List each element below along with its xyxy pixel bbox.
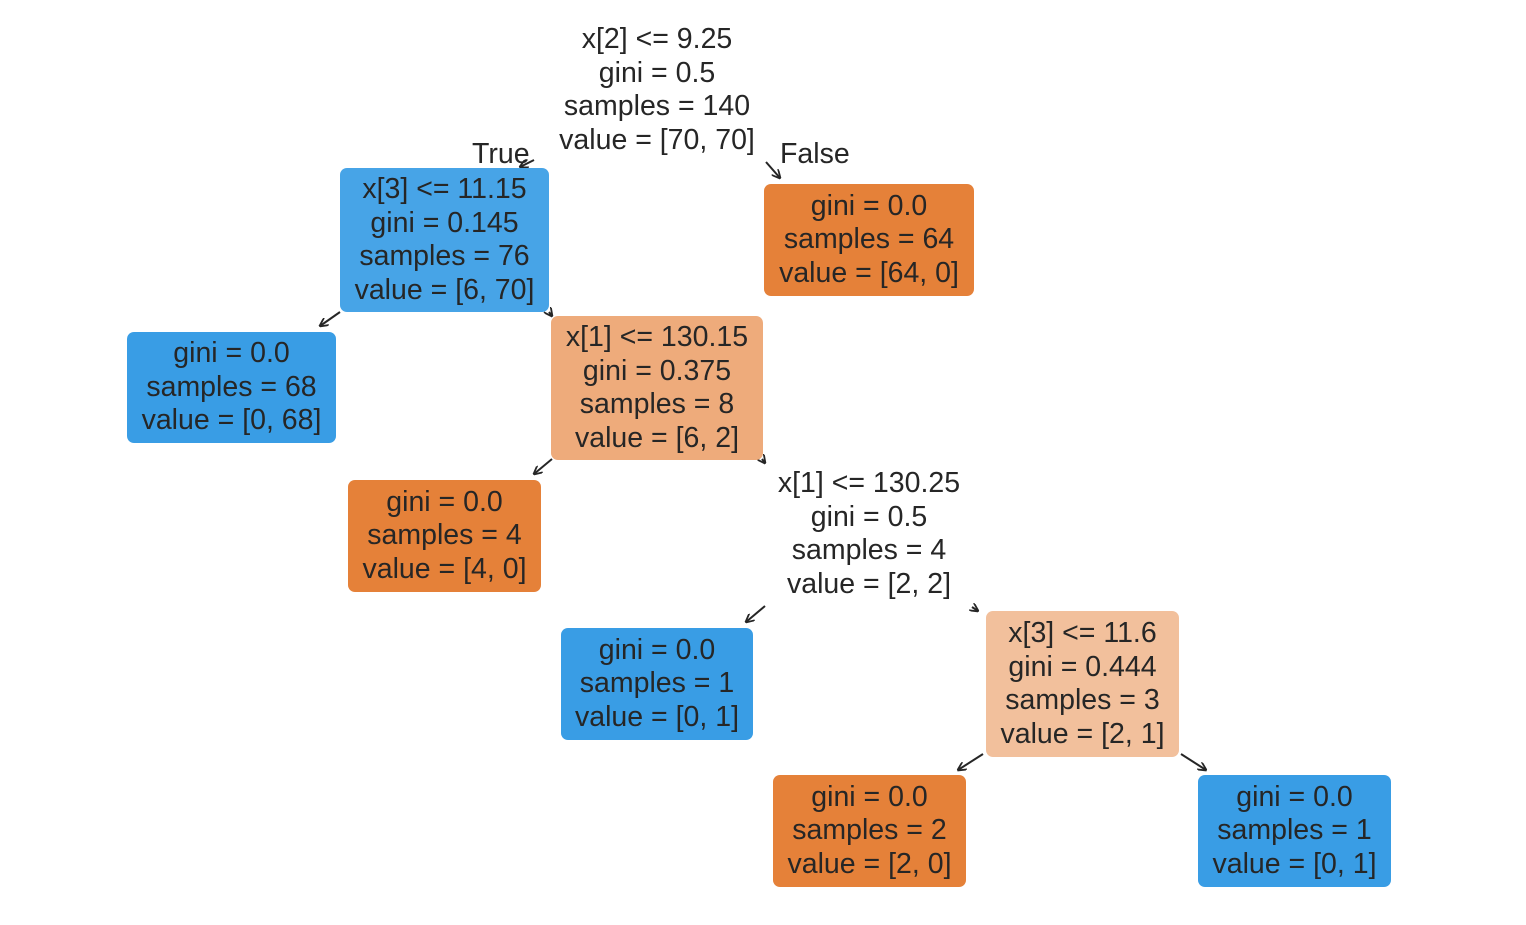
edge-root-to-n2 (765, 161, 780, 178)
node-line: gini = 0.0 (1236, 780, 1353, 813)
node-line: samples = 3 (1005, 684, 1160, 716)
node-line: value = [2, 2] (787, 567, 951, 600)
node-line: samples = 4 (367, 519, 522, 552)
node-line: samples = 64 (783, 223, 955, 256)
node-line: value = [6, 2] (575, 421, 739, 454)
node-line: value = [4, 0] (362, 552, 527, 585)
node-line: samples = 76 (359, 240, 530, 272)
node-line: x[1] <= 130.15 (565, 321, 749, 353)
tree-leaf-samples-1-left: gini = 0.0 samples = 1 value = [0, 1] (561, 628, 753, 740)
node-line: gini = 0.0 (598, 633, 716, 666)
node-line: gini = 0.5 (598, 56, 716, 89)
edge-n8-to-n10 (1180, 753, 1206, 770)
node-line: gini = 0.0 (811, 780, 928, 813)
tree-leaf-samples-64: gini = 0.0 samples = 64 value = [64, 0] (764, 184, 974, 296)
node-line: x[2] <= 9.25 (581, 23, 733, 55)
edge-n6-to-n8 (972, 607, 978, 611)
node-line: samples = 8 (579, 388, 735, 420)
edge-n4-to-n6 (762, 459, 765, 463)
edge-label-false: False (780, 138, 850, 170)
edge-n1-to-n3 (320, 311, 341, 326)
node-line: value = [0, 1] (575, 700, 739, 733)
tree-leaf-samples-2: gini = 0.0 samples = 2 value = [2, 0] (773, 775, 966, 887)
node-line: value = [2, 0] (787, 847, 952, 880)
edge-label-true: True (472, 138, 530, 170)
node-line: value = [70, 70] (559, 123, 755, 156)
node-line: samples = 1 (1217, 814, 1372, 847)
edge-n8-to-n9 (958, 753, 984, 770)
node-line: gini = 0.0 (810, 189, 928, 222)
node-line: samples = 68 (146, 370, 317, 403)
tree-leaf-samples-4: gini = 0.0 samples = 4 value = [4, 0] (348, 480, 541, 592)
tree-node-split-x3-11-6: x[3] <= 11.6 gini = 0.444 samples = 3 va… (986, 611, 1179, 757)
tree-node-split-x3-11-15: x[3] <= 11.15 gini = 0.145 samples = 76 … (340, 168, 549, 312)
node-line: value = [2, 1] (1000, 717, 1165, 750)
tree-leaf-samples-68: gini = 0.0 samples = 68 value = [0, 68] (127, 332, 336, 443)
node-line: samples = 140 (563, 90, 751, 122)
node-line: value = [6, 70] (354, 273, 535, 306)
tree-node-root: x[2] <= 9.25 gini = 0.5 samples = 140 va… (546, 22, 768, 158)
node-line: gini = 0.0 (173, 337, 290, 370)
tree-node-split-x1-130-25: x[1] <= 130.25 gini = 0.5 samples = 4 va… (764, 466, 974, 602)
node-line: samples = 4 (791, 534, 947, 566)
node-line: value = [0, 68] (141, 404, 322, 437)
node-line: gini = 0.444 (1008, 650, 1157, 683)
edge-root-to-n1 (520, 159, 535, 167)
edge-n6-to-n7 (746, 605, 766, 622)
node-line: samples = 2 (792, 814, 947, 847)
node-line: value = [0, 1] (1212, 847, 1377, 880)
node-line: gini = 0.5 (810, 500, 928, 533)
tree-node-split-x1-130-15: x[1] <= 130.15 gini = 0.375 samples = 8 … (551, 316, 763, 460)
node-line: value = [64, 0] (779, 256, 959, 289)
tree-leaf-samples-1-right: gini = 0.0 samples = 1 value = [0, 1] (1198, 775, 1391, 887)
node-line: gini = 0.145 (370, 206, 519, 239)
node-line: gini = 0.0 (386, 485, 503, 518)
node-line: x[1] <= 130.25 (777, 467, 961, 499)
node-line: x[3] <= 11.15 (362, 173, 527, 205)
node-line: gini = 0.375 (582, 354, 732, 387)
edge-n4-to-n5 (534, 458, 553, 474)
node-line: samples = 1 (579, 667, 735, 700)
node-line: x[3] <= 11.6 (1008, 617, 1157, 649)
edge-n1-to-n4 (549, 312, 552, 316)
